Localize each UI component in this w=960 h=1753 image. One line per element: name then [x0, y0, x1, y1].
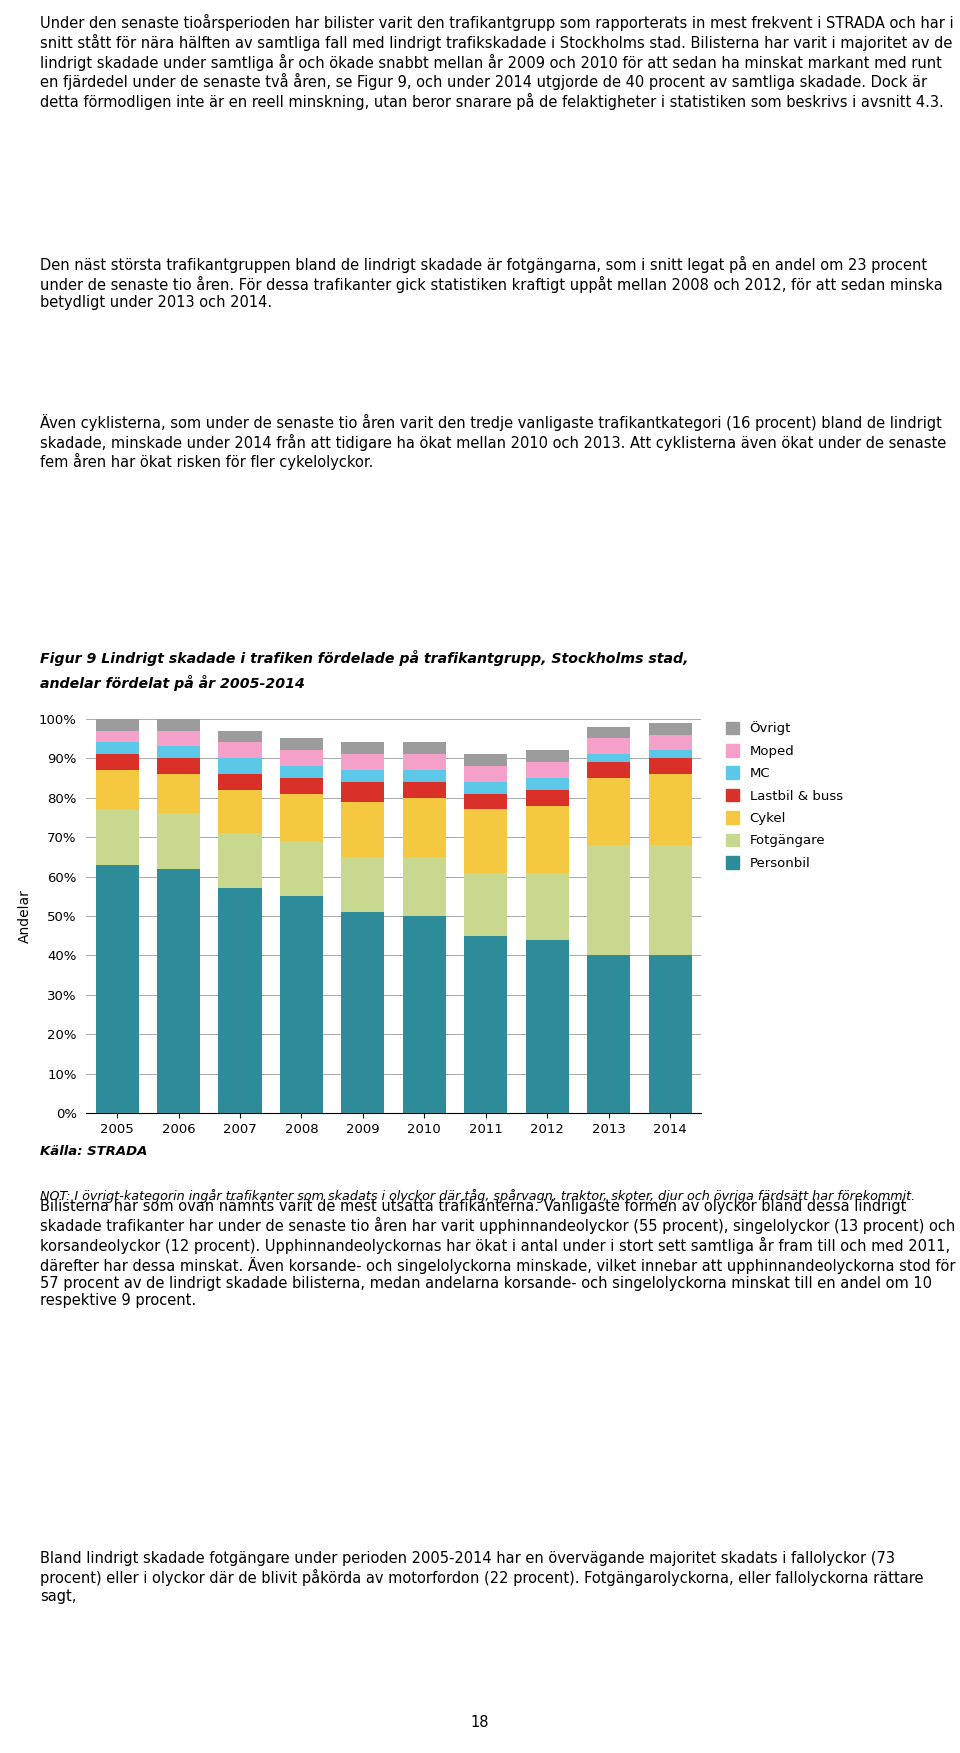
Bar [588, 727, 630, 738]
Bar [465, 794, 507, 810]
Bar [157, 813, 200, 869]
Bar [649, 750, 691, 757]
Text: Under den senaste tioårsperioden har bilister varit den trafikantgrupp som rappo: Under den senaste tioårsperioden har bil… [40, 14, 954, 110]
Bar [157, 747, 200, 757]
Bar [526, 763, 568, 778]
Bar [403, 754, 445, 770]
Bar [465, 873, 507, 936]
Bar [342, 782, 384, 801]
Bar [342, 857, 384, 912]
Bar [342, 801, 384, 857]
Bar [219, 757, 261, 775]
Bar [588, 738, 630, 754]
Bar [157, 869, 200, 1113]
Bar [157, 757, 200, 775]
Bar [465, 810, 507, 873]
Bar [403, 782, 445, 798]
Text: Figur 9 Lindrigt skadade i trafiken fördelade på trafikantgrupp, Stockholms stad: Figur 9 Lindrigt skadade i trafiken förd… [40, 650, 689, 666]
Bar [280, 778, 323, 794]
Bar [280, 896, 323, 1113]
Bar [465, 782, 507, 794]
Bar [403, 798, 445, 857]
Bar [526, 750, 568, 763]
Bar [342, 912, 384, 1113]
Text: NOT: I övrigt-kategorin ingår trafikanter som skadats i olyckor där tåg, spårvag: NOT: I övrigt-kategorin ingår trafikante… [40, 1189, 916, 1203]
Text: 18: 18 [470, 1714, 490, 1730]
Bar [649, 845, 691, 955]
Bar [157, 719, 200, 731]
Bar [342, 754, 384, 770]
Bar [403, 915, 445, 1113]
Bar [280, 738, 323, 750]
Bar [649, 955, 691, 1113]
Text: Källa: STRADA: Källa: STRADA [40, 1145, 148, 1157]
Y-axis label: Andelar: Andelar [18, 889, 32, 943]
Bar [280, 841, 323, 896]
Bar [219, 775, 261, 789]
Bar [219, 833, 261, 889]
Bar [342, 770, 384, 782]
Bar [219, 731, 261, 743]
Legend: Övrigt, Moped, MC, Lastbil & buss, Cykel, Fotgängare, Personbil: Övrigt, Moped, MC, Lastbil & buss, Cykel… [726, 722, 843, 869]
Bar [403, 743, 445, 754]
Bar [96, 719, 138, 731]
Bar [96, 770, 138, 810]
Bar [96, 731, 138, 743]
Bar [219, 743, 261, 757]
Bar [280, 750, 323, 766]
Bar [96, 810, 138, 864]
Bar [96, 864, 138, 1113]
Bar [96, 754, 138, 770]
Bar [526, 940, 568, 1113]
Bar [219, 789, 261, 833]
Bar [465, 754, 507, 766]
Bar [280, 766, 323, 778]
Bar [96, 743, 138, 754]
Text: Bland lindrigt skadade fotgängare under perioden 2005-2014 har en övervägande ma: Bland lindrigt skadade fotgängare under … [40, 1551, 924, 1604]
Bar [403, 770, 445, 782]
Text: Bilisterna har som ovan nämnts varit de mest utsatta trafikanterna. Vanligaste f: Bilisterna har som ovan nämnts varit de … [40, 1199, 956, 1308]
Bar [465, 936, 507, 1113]
Bar [465, 766, 507, 782]
Bar [588, 754, 630, 763]
Bar [526, 873, 568, 940]
Bar [588, 763, 630, 778]
Bar [157, 731, 200, 747]
Bar [526, 806, 568, 873]
Bar [219, 889, 261, 1113]
Bar [649, 775, 691, 845]
Bar [649, 757, 691, 775]
Bar [157, 775, 200, 813]
Bar [403, 857, 445, 915]
Bar [588, 778, 630, 845]
Bar [588, 845, 630, 955]
Bar [588, 955, 630, 1113]
Text: Den näst största trafikantgruppen bland de lindrigt skadade är fotgängarna, som : Den näst största trafikantgruppen bland … [40, 256, 943, 310]
Bar [342, 743, 384, 754]
Bar [526, 778, 568, 789]
Text: Även cyklisterna, som under de senaste tio åren varit den tredje vanligaste traf: Även cyklisterna, som under de senaste t… [40, 414, 947, 470]
Bar [280, 794, 323, 841]
Bar [649, 722, 691, 735]
Bar [526, 789, 568, 806]
Text: andelar fördelat på år 2005-2014: andelar fördelat på år 2005-2014 [40, 675, 305, 691]
Bar [649, 735, 691, 750]
